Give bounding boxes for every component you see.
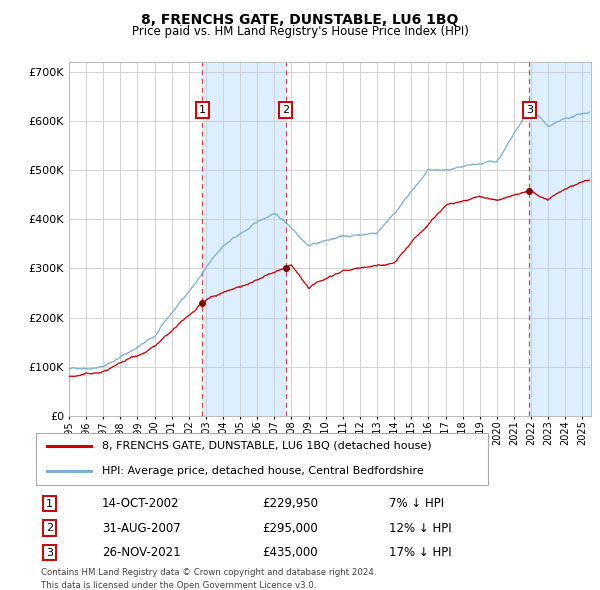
Text: 8, FRENCHS GATE, DUNSTABLE, LU6 1BQ (detached house): 8, FRENCHS GATE, DUNSTABLE, LU6 1BQ (det… [102, 441, 431, 451]
Text: 2: 2 [282, 105, 289, 114]
Text: £435,000: £435,000 [262, 546, 317, 559]
Text: 31-AUG-2007: 31-AUG-2007 [102, 522, 181, 535]
Bar [202, 62, 286, 416]
Text: 14-OCT-2002: 14-OCT-2002 [102, 497, 179, 510]
Text: 7% ↓ HPI: 7% ↓ HPI [389, 497, 444, 510]
Text: £295,000: £295,000 [262, 522, 317, 535]
Text: 3: 3 [46, 548, 53, 558]
Text: £229,950: £229,950 [262, 497, 318, 510]
Text: 3: 3 [526, 105, 533, 114]
Text: 2: 2 [46, 523, 53, 533]
Text: Contains HM Land Registry data © Crown copyright and database right 2024.: Contains HM Land Registry data © Crown c… [41, 568, 377, 577]
Text: 1: 1 [199, 105, 206, 114]
Text: 17% ↓ HPI: 17% ↓ HPI [389, 546, 451, 559]
Text: This data is licensed under the Open Government Licence v3.0.: This data is licensed under the Open Gov… [41, 581, 316, 590]
FancyBboxPatch shape [35, 433, 488, 484]
Text: 1: 1 [46, 499, 53, 509]
Text: Price paid vs. HM Land Registry's House Price Index (HPI): Price paid vs. HM Land Registry's House … [131, 25, 469, 38]
Text: 12% ↓ HPI: 12% ↓ HPI [389, 522, 451, 535]
Text: 26-NOV-2021: 26-NOV-2021 [102, 546, 181, 559]
Text: HPI: Average price, detached house, Central Bedfordshire: HPI: Average price, detached house, Cent… [102, 466, 424, 476]
Text: 8, FRENCHS GATE, DUNSTABLE, LU6 1BQ: 8, FRENCHS GATE, DUNSTABLE, LU6 1BQ [142, 13, 458, 27]
Bar [529, 62, 591, 416]
